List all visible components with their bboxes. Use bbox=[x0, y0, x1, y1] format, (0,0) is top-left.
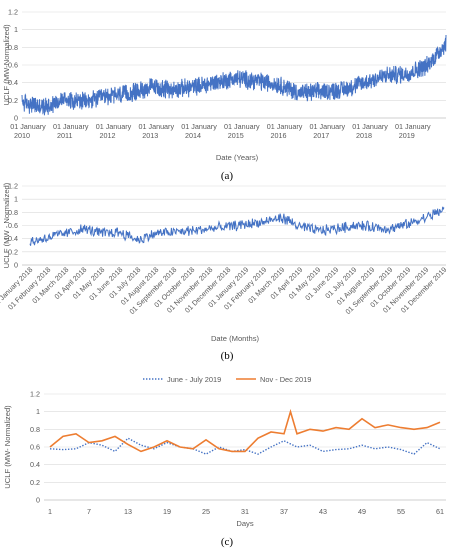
x-tick-label: 2011 bbox=[57, 131, 72, 140]
y-tick-label: 1.2 bbox=[8, 182, 18, 191]
y-tick-label: 0.8 bbox=[8, 208, 18, 217]
y-tick-label: 0.2 bbox=[30, 478, 40, 487]
x-tick-label: 1 bbox=[48, 507, 52, 516]
x-tick-label: 01 January bbox=[310, 122, 346, 131]
chart-c-legend-label-nov-dec: Nov - Dec 2019 bbox=[260, 375, 311, 384]
chart-a-y-axis-label: UCLF (MW-Normalized) bbox=[2, 24, 11, 106]
x-tick-label: 7 bbox=[87, 507, 91, 516]
y-tick-label: 0.8 bbox=[8, 43, 18, 52]
y-tick-label: 0 bbox=[14, 114, 18, 123]
x-tick-label: 2018 bbox=[356, 131, 372, 140]
x-tick-label: 2015 bbox=[228, 131, 244, 140]
y-tick-label: 1 bbox=[36, 407, 40, 416]
x-tick-label: 19 bbox=[163, 507, 171, 516]
chart-c-panel-label: (c) bbox=[221, 536, 234, 548]
y-tick-label: 0.6 bbox=[30, 443, 40, 452]
x-tick-label: 2013 bbox=[142, 131, 158, 140]
x-tick-label: 61 bbox=[436, 507, 444, 516]
x-tick-label: 01 January bbox=[267, 122, 303, 131]
y-tick-label: 0.6 bbox=[8, 61, 18, 70]
x-tick-label: 2017 bbox=[313, 131, 329, 140]
y-tick-label: 0.4 bbox=[8, 234, 18, 243]
chart-b-x-axis-label: Date (Months) bbox=[211, 334, 260, 343]
chart-a-x-axis-label: Date (Years) bbox=[216, 153, 259, 162]
chart-c-series-nov-dec-line bbox=[49, 408, 441, 453]
x-tick-label: 2019 bbox=[399, 131, 415, 140]
x-tick-label: 01 January bbox=[96, 122, 132, 131]
x-tick-label: 01 January bbox=[181, 122, 217, 131]
chart-a-panel-label: (a) bbox=[221, 170, 234, 182]
x-tick-label: 55 bbox=[397, 507, 405, 516]
y-tick-label: 1 bbox=[14, 195, 18, 204]
x-tick-label: 37 bbox=[280, 507, 288, 516]
y-tick-label: 0 bbox=[36, 496, 40, 505]
chart-b-panel-label: (b) bbox=[221, 350, 234, 362]
chart-c-legend: June - July 2019 Nov - Dec 2019 bbox=[143, 375, 311, 384]
chart-c-x-axis-label: Days bbox=[236, 519, 254, 528]
x-tick-label: 01 January bbox=[10, 122, 46, 131]
x-tick-label: 01 January bbox=[224, 122, 260, 131]
y-tick-label: 0.2 bbox=[8, 247, 18, 256]
chart-a-series-line bbox=[21, 34, 447, 116]
x-tick-label: 31 bbox=[241, 507, 249, 516]
x-tick-label: 2016 bbox=[271, 131, 287, 140]
chart-c-y-ticks: 0 0.2 0.4 0.6 0.8 1 1.2 bbox=[30, 390, 40, 505]
x-tick-label: 2014 bbox=[185, 131, 201, 140]
x-tick-label: 43 bbox=[319, 507, 327, 516]
x-tick-label: 01 January bbox=[53, 122, 89, 131]
y-tick-label: 0.2 bbox=[8, 96, 18, 105]
y-tick-label: 1.2 bbox=[30, 390, 40, 399]
y-tick-label: 1 bbox=[14, 25, 18, 34]
y-tick-label: 0.4 bbox=[8, 78, 18, 87]
chart-c-y-axis-label: UCLF (MW- Normalized) bbox=[3, 405, 12, 489]
chart-b-y-axis-label: UCLF (MW - Normalized) bbox=[2, 182, 11, 268]
x-tick-label: 2010 bbox=[14, 131, 30, 140]
y-tick-label: 0.6 bbox=[8, 221, 18, 230]
chart-b-y-ticks: 0 0.2 0.4 0.6 0.8 1 1.2 bbox=[8, 182, 18, 270]
y-tick-label: 0.4 bbox=[30, 460, 40, 469]
x-tick-label: 49 bbox=[358, 507, 366, 516]
x-tick-label: 13 bbox=[124, 507, 132, 516]
x-tick-label: 01 January bbox=[138, 122, 174, 131]
x-tick-label: 01 January bbox=[395, 122, 431, 131]
chart-a-y-ticks: 0 0.2 0.4 0.6 0.8 1 1.2 bbox=[8, 8, 18, 123]
y-tick-label: 0 bbox=[14, 261, 18, 270]
chart-c-legend-label-june-july: June - July 2019 bbox=[167, 375, 221, 384]
chart-c-x-ticks: 1 7 13 19 25 31 37 43 49 55 61 bbox=[48, 507, 444, 516]
chart-b-series-line bbox=[29, 206, 445, 246]
chart-c: June - July 2019 Nov - Dec 2019 00.20.40… bbox=[3, 375, 446, 548]
chart-c-gridlines bbox=[44, 393, 446, 501]
x-tick-label: 25 bbox=[202, 507, 210, 516]
y-tick-label: 0.8 bbox=[30, 425, 40, 434]
x-tick-label: 01 January bbox=[352, 122, 388, 131]
y-tick-label: 1.2 bbox=[8, 8, 18, 17]
x-tick-label: 2012 bbox=[100, 131, 116, 140]
